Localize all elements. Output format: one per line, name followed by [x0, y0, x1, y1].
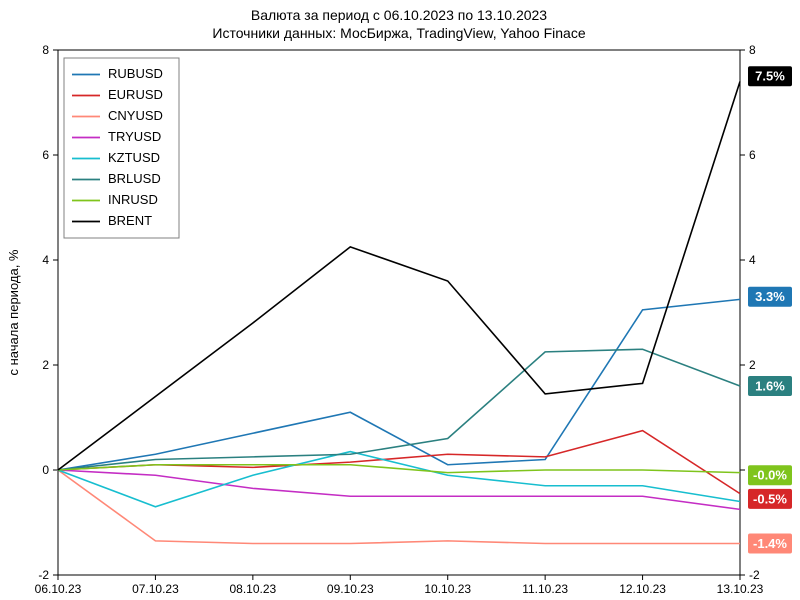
- ytick-label: 2: [42, 358, 49, 372]
- end-label-eurusd: -0.5%: [753, 491, 787, 506]
- end-label-cnyusd: -1.4%: [753, 536, 787, 551]
- ytick-label-right: 8: [749, 43, 756, 57]
- legend-label-tryusd: TRYUSD: [108, 129, 161, 144]
- legend-label-rubusd: RUBUSD: [108, 66, 163, 81]
- xtick-label: 07.10.23: [132, 582, 179, 596]
- legend-label-brlusd: BRLUSD: [108, 171, 161, 186]
- xtick-label: 12.10.23: [619, 582, 666, 596]
- end-label-rubusd: 3.3%: [755, 289, 785, 304]
- series-line-tryusd: [58, 470, 740, 509]
- xtick-label: 11.10.23: [522, 582, 568, 596]
- ytick-label: 0: [42, 463, 49, 477]
- end-label-brent: 7.5%: [755, 69, 785, 84]
- series-line-eurusd: [58, 431, 740, 494]
- ytick-label-right: -2: [749, 568, 760, 582]
- xtick-label: 09.10.23: [327, 582, 374, 596]
- ytick-label-right: 4: [749, 253, 756, 267]
- ytick-label: 4: [42, 253, 49, 267]
- ytick-label: 6: [42, 148, 49, 162]
- xtick-label: 10.10.23: [424, 582, 471, 596]
- legend-label-inrusd: INRUSD: [108, 192, 158, 207]
- chart-svg: Валюта за период с 06.10.2023 по 13.10.2…: [0, 0, 800, 600]
- chart-title: Валюта за период с 06.10.2023 по 13.10.2…: [251, 7, 547, 23]
- ytick-label: -2: [38, 568, 49, 582]
- legend-label-brent: BRENT: [108, 213, 152, 228]
- currency-chart: Валюта за период с 06.10.2023 по 13.10.2…: [0, 0, 800, 600]
- series-line-brlusd: [58, 349, 740, 470]
- xtick-label: 13.10.23: [717, 582, 764, 596]
- chart-subtitle: Источники данных: МосБиржа, TradingView,…: [212, 25, 585, 41]
- ytick-label: 8: [42, 43, 49, 57]
- xtick-label: 06.10.23: [35, 582, 82, 596]
- xtick-label: 08.10.23: [229, 582, 276, 596]
- end-label-brlusd: 1.6%: [755, 378, 785, 393]
- legend-label-cnyusd: CNYUSD: [108, 108, 163, 123]
- y-axis-label: с начала периода, %: [6, 249, 21, 375]
- legend-label-kztusd: KZTUSD: [108, 150, 160, 165]
- series-line-cnyusd: [58, 470, 740, 544]
- legend-label-eurusd: EURUSD: [108, 87, 163, 102]
- end-label-inrusd: -0.0%: [753, 468, 787, 483]
- ytick-label-right: 6: [749, 148, 756, 162]
- ytick-label-right: 2: [749, 358, 756, 372]
- series-line-inrusd: [58, 465, 740, 473]
- legend-box: [64, 58, 179, 238]
